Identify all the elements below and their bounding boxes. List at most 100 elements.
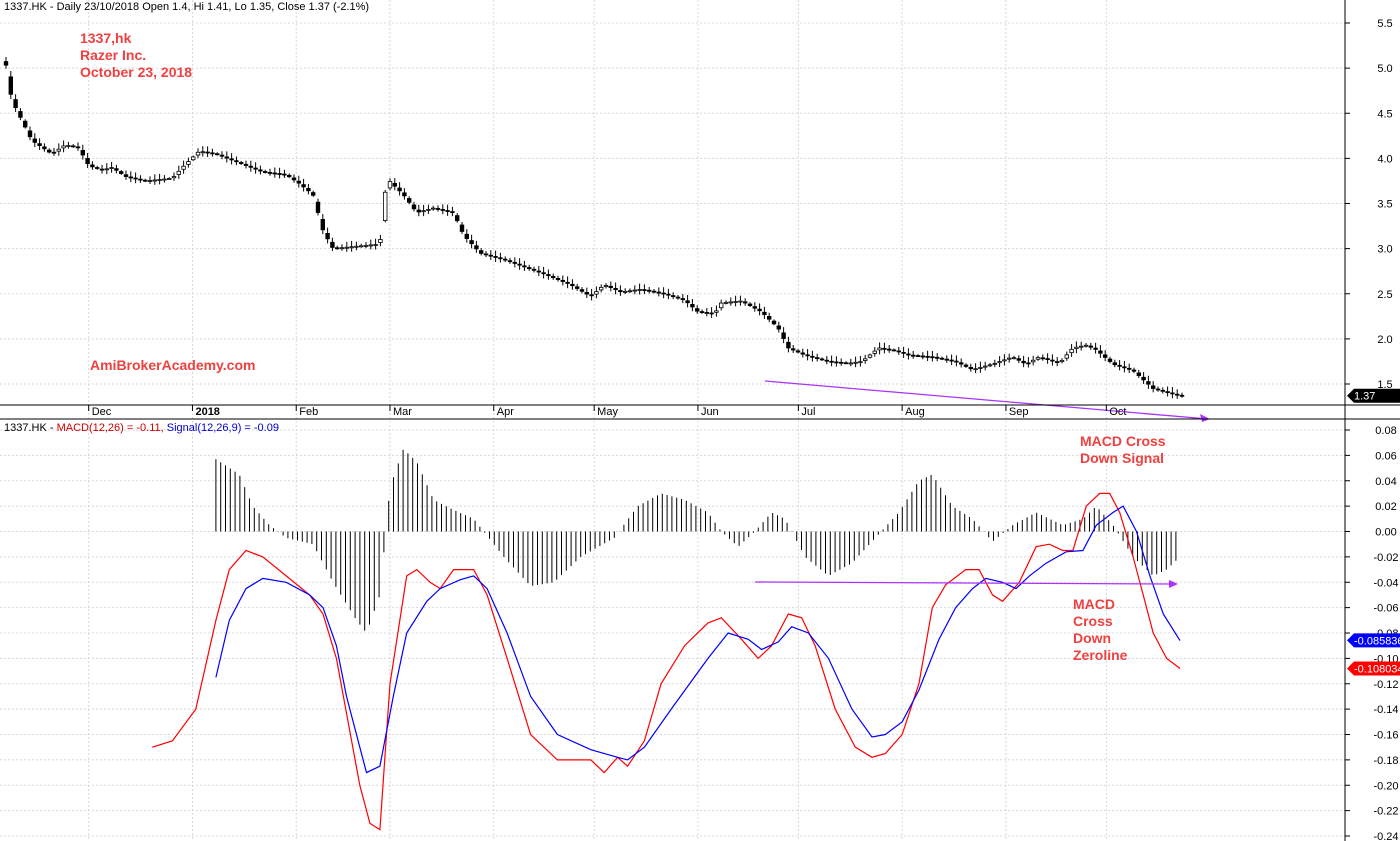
price-tick-label: 5.0: [1377, 63, 1392, 75]
price-candle-body: [119, 171, 124, 174]
price-candle-body: [767, 316, 772, 320]
price-candle-body: [733, 301, 738, 303]
macd-trendline-arrowhead: [1169, 580, 1178, 588]
cross-zero-line-2: Cross: [1073, 613, 1113, 629]
price-candle-body: [325, 232, 330, 240]
note-ticker: 1337,hk: [80, 30, 132, 46]
price-candle-body: [848, 362, 853, 365]
price-candle-body: [723, 301, 729, 304]
price-candle-body: [349, 246, 354, 249]
price-candle-body: [152, 179, 157, 182]
price-candle-body: [75, 146, 81, 149]
macd-header: 1337.HK - MACD(12,26) = -0.11, Signal(12…: [4, 422, 279, 434]
price-candle-body: [210, 152, 215, 155]
price-candle-body: [800, 352, 805, 355]
price-candle-body: [743, 301, 748, 304]
price-candle-body: [37, 143, 42, 146]
price-candle-body: [66, 145, 71, 147]
price-candle-body: [647, 289, 652, 292]
price-candle-body: [320, 219, 325, 231]
price-tick-label: 5.5: [1377, 18, 1392, 30]
price-candle-body: [330, 241, 335, 248]
price-candle-body: [286, 174, 292, 178]
price-candle-body: [863, 358, 868, 361]
macd-value-tag-label: -0.108034: [1354, 664, 1400, 676]
price-candle-body: [430, 207, 436, 210]
price-candle-body: [1146, 381, 1151, 385]
price-candle-body: [978, 367, 983, 369]
price-candle-body: [858, 361, 863, 364]
price-candle-body: [632, 289, 637, 292]
price-candle-body: [387, 181, 393, 189]
price-candle-body: [651, 290, 657, 293]
price-candle-body: [435, 208, 441, 210]
price-candle-body: [747, 303, 753, 306]
price-candles: [3, 56, 1185, 399]
price-candle-body: [42, 146, 47, 150]
cross-zero-note: MACD Cross Down Zeroline: [1073, 596, 1127, 664]
signal-value-tag-shape: [1347, 633, 1400, 648]
price-candle-body: [1074, 346, 1079, 349]
price-candle-body: [810, 355, 815, 358]
price-candle-body: [195, 151, 201, 156]
price-candle-body: [987, 364, 993, 367]
price-candle-body: [272, 172, 277, 175]
price-candle-body: [1040, 357, 1045, 360]
price-candle-body: [56, 148, 61, 152]
price-candle-body: [570, 283, 575, 287]
month-tick-label: Mar: [393, 406, 412, 418]
macd-value-tag-shape: [1347, 661, 1400, 676]
macd-tick-label: -0.12: [1373, 679, 1398, 691]
macd-tick-label: 0.00: [1375, 527, 1396, 539]
price-candle-body: [594, 291, 599, 295]
price-candle-body: [454, 215, 460, 222]
price-candle-body: [839, 361, 844, 364]
price-candle-body: [1026, 362, 1031, 365]
price-candle-body: [498, 257, 503, 260]
month-tick-label: Aug: [905, 406, 925, 418]
price-candle-body: [61, 145, 66, 149]
price-candle-body: [551, 276, 556, 279]
macd-tick-label: 0.08: [1375, 425, 1396, 437]
price-candle-body: [680, 298, 685, 301]
price-candle-body: [114, 168, 119, 171]
macd-header-signal: Signal(12,26,9) = -0.09: [166, 422, 279, 434]
price-candle-body: [915, 355, 921, 358]
price-candle-body: [90, 164, 95, 168]
price-panel-gridlines: [0, 0, 1345, 841]
price-candle-body: [229, 158, 234, 161]
month-tick-label: Feb: [299, 406, 318, 418]
macd-tick-label: -0.22: [1373, 806, 1398, 818]
price-candle-body: [536, 270, 541, 273]
price-candle-body: [258, 169, 263, 172]
price-candle-body: [27, 130, 33, 138]
price-candle-body: [128, 176, 133, 179]
month-tick-label: Jul: [801, 406, 815, 418]
price-candle-body: [728, 301, 733, 304]
price-candle-body: [714, 310, 719, 313]
macd-tick-label: -0.18: [1373, 755, 1398, 767]
price-candle-body: [1064, 354, 1069, 359]
price-candle-body: [171, 176, 177, 179]
price-candle-body: [253, 167, 258, 170]
price-candle-body: [675, 296, 681, 299]
note-company: Razer Inc.: [80, 47, 147, 63]
price-candle-body: [546, 274, 551, 277]
price-tick-label: 2.0: [1377, 334, 1392, 346]
price-tick-label: 4.0: [1377, 153, 1392, 165]
price-candle-body: [368, 244, 373, 247]
price-candle-body: [459, 224, 465, 232]
price-candle-body: [1079, 345, 1084, 348]
price-candle-body: [930, 356, 935, 359]
price-candle-body: [1127, 367, 1132, 370]
price-candle-body: [277, 173, 282, 175]
macd-histogram: [215, 449, 1177, 631]
macd-header-symbol: 1337.HK -: [4, 422, 57, 434]
price-candle-body: [560, 279, 565, 282]
month-tick-label: May: [597, 406, 618, 418]
cross-signal-note: MACD Cross Down Signal: [1080, 433, 1166, 467]
macd-tick-label: 0.06: [1375, 450, 1396, 462]
price-candle-body: [445, 210, 450, 212]
